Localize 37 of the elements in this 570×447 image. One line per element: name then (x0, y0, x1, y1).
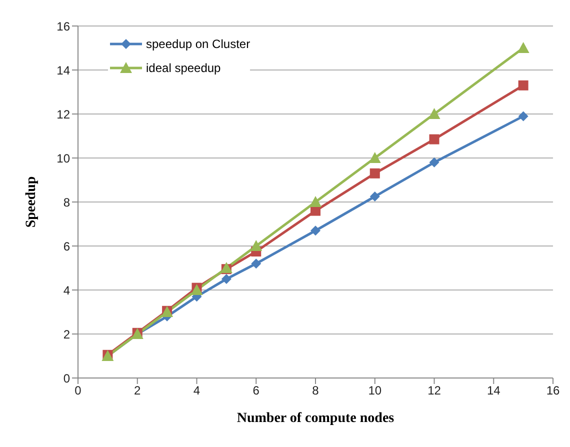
x-tick-label: 12 (428, 384, 442, 398)
point (368, 152, 381, 163)
point (370, 168, 380, 178)
y-tick-label: 0 (63, 371, 70, 386)
y-tick-label: 6 (63, 239, 70, 254)
y-axis-title: Speedup (24, 176, 39, 228)
point (250, 240, 262, 251)
x-axis-title: Number of compute nodes (236, 411, 395, 426)
x-tick-label: 16 (546, 384, 560, 398)
point (251, 258, 262, 269)
y-tick-label: 10 (56, 151, 70, 166)
point (518, 111, 528, 122)
y-tick-label: 2 (63, 327, 70, 342)
point (428, 108, 440, 119)
point (370, 192, 380, 202)
point (310, 226, 320, 236)
point (517, 42, 530, 53)
y-tick-label: 14 (56, 63, 70, 78)
x-tick-label: 6 (252, 384, 260, 398)
x-tick-label: 14 (486, 384, 501, 398)
point (429, 157, 440, 168)
y-tick-label: 4 (63, 283, 70, 298)
x-tick-label: 0 (74, 384, 82, 398)
y-tick-label: 16 (56, 19, 70, 34)
point (518, 80, 528, 90)
point (429, 134, 440, 144)
x-tick-label: 8 (312, 384, 320, 398)
y-tick-label: 8 (63, 195, 70, 210)
point (221, 274, 232, 284)
point (310, 206, 320, 216)
legend-label: speedup on Cluster (146, 37, 250, 51)
x-tick-label: 2 (134, 384, 142, 398)
x-tick-label: 4 (193, 384, 200, 398)
point (310, 196, 322, 207)
legend-label: ideal speedup (146, 61, 221, 75)
y-tick-label: 12 (56, 107, 70, 122)
x-tick-label: 10 (368, 384, 382, 398)
